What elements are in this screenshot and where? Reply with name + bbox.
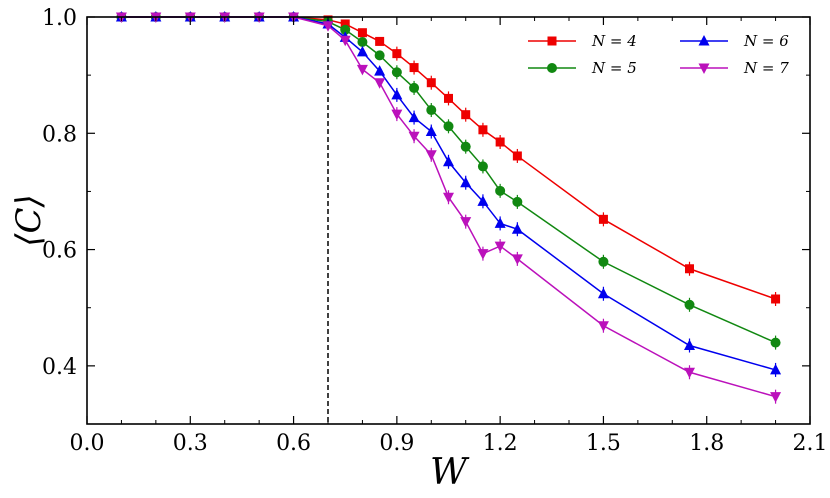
data-point	[770, 392, 782, 403]
data-point	[375, 36, 385, 46]
data-point	[461, 110, 471, 120]
legend: N = 4 N = 5 N = 6 N = 7	[528, 32, 789, 77]
legend-label: N = 4	[591, 32, 637, 50]
data-point	[340, 24, 351, 35]
x-tick-label: 0.9	[379, 431, 414, 456]
y-tick-label: 0.4	[42, 355, 77, 380]
data-point	[443, 155, 454, 167]
data-point	[374, 65, 386, 76]
data-point	[425, 125, 437, 137]
x-tick-label: 0.3	[173, 431, 208, 456]
data-point	[460, 176, 472, 188]
legend-label: N = 6	[743, 32, 789, 50]
x-tick-label: 2.1	[793, 431, 828, 456]
data-point	[495, 137, 505, 147]
legend-item-7: N = 7	[680, 59, 789, 77]
data-point	[684, 367, 695, 379]
legend-marker	[547, 36, 557, 46]
data-point	[356, 64, 368, 76]
legend-marker	[547, 63, 557, 73]
data-point	[598, 214, 608, 224]
plot-frame	[86, 16, 811, 425]
y-tick-label: 1.0	[42, 6, 77, 31]
data-point	[597, 287, 609, 299]
data-point	[478, 125, 488, 135]
data-point	[460, 141, 471, 152]
legend-label: N = 5	[591, 59, 637, 77]
data-point	[339, 35, 351, 47]
data-point	[426, 78, 436, 88]
y-tick-label: 0.6	[42, 239, 77, 264]
data-point	[391, 88, 403, 100]
data-point	[494, 241, 506, 253]
data-point	[477, 195, 489, 206]
data-point	[770, 337, 781, 348]
x-tick-label: 1.2	[483, 431, 518, 456]
series-7	[115, 12, 782, 404]
x-tick-label: 0.6	[276, 431, 311, 456]
series-layer	[115, 11, 782, 404]
data-point	[495, 185, 506, 196]
data-point	[409, 63, 419, 73]
data-point	[443, 192, 454, 204]
data-point	[391, 67, 402, 78]
data-point	[374, 78, 386, 89]
data-point	[511, 223, 523, 234]
data-point	[357, 28, 367, 38]
series-line	[121, 16, 776, 344]
data-point	[494, 217, 506, 228]
data-point	[597, 321, 609, 332]
data-point	[357, 37, 368, 48]
series-5	[116, 12, 781, 350]
data-point	[444, 93, 453, 103]
data-point	[322, 21, 334, 32]
data-point	[408, 131, 420, 143]
data-point	[512, 151, 522, 161]
series-line	[121, 16, 776, 398]
data-point	[374, 50, 385, 61]
x-tick-label: 0.0	[70, 431, 105, 456]
data-point	[477, 249, 489, 260]
data-point	[408, 111, 420, 123]
data-point	[409, 82, 420, 93]
data-point	[340, 19, 350, 29]
data-point	[356, 45, 368, 57]
x-axis-title: W	[430, 452, 470, 493]
data-point	[685, 264, 694, 274]
legend-item-4: N = 4	[528, 32, 637, 50]
data-point	[684, 339, 695, 351]
data-point	[426, 105, 437, 116]
legend-label: N = 7	[743, 59, 789, 77]
x-tick-label: 1.5	[586, 431, 621, 456]
data-point	[684, 299, 695, 310]
data-point	[392, 49, 402, 59]
data-point	[512, 196, 523, 207]
data-point	[460, 217, 472, 228]
y-tick-label: 0.8	[42, 122, 77, 147]
data-point	[443, 121, 454, 132]
ticks: 0.0 0.3 0.6 0.9 1.2 1.5 1.8 2.1 0.4 0.6 0.8 1.0	[42, 6, 828, 456]
legend-marker	[698, 63, 710, 74]
data-point	[425, 150, 437, 161]
legend-item-6: N = 6	[680, 32, 789, 50]
x-tick-label: 1.8	[689, 431, 724, 456]
data-point	[477, 161, 488, 172]
axes: 0.0 0.3 0.6 0.9 1.2 1.5 1.8 2.1 0.4 0.6 0.8 1.0 W ⟨…	[9, 6, 828, 493]
data-point	[771, 294, 781, 304]
legend-item-5: N = 5	[528, 59, 637, 77]
data-point	[511, 254, 523, 265]
data-point	[391, 109, 403, 121]
data-point	[770, 363, 782, 375]
y-axis-title: ⟨C⟩	[9, 194, 49, 247]
data-point	[598, 256, 609, 267]
legend-marker	[698, 35, 710, 46]
